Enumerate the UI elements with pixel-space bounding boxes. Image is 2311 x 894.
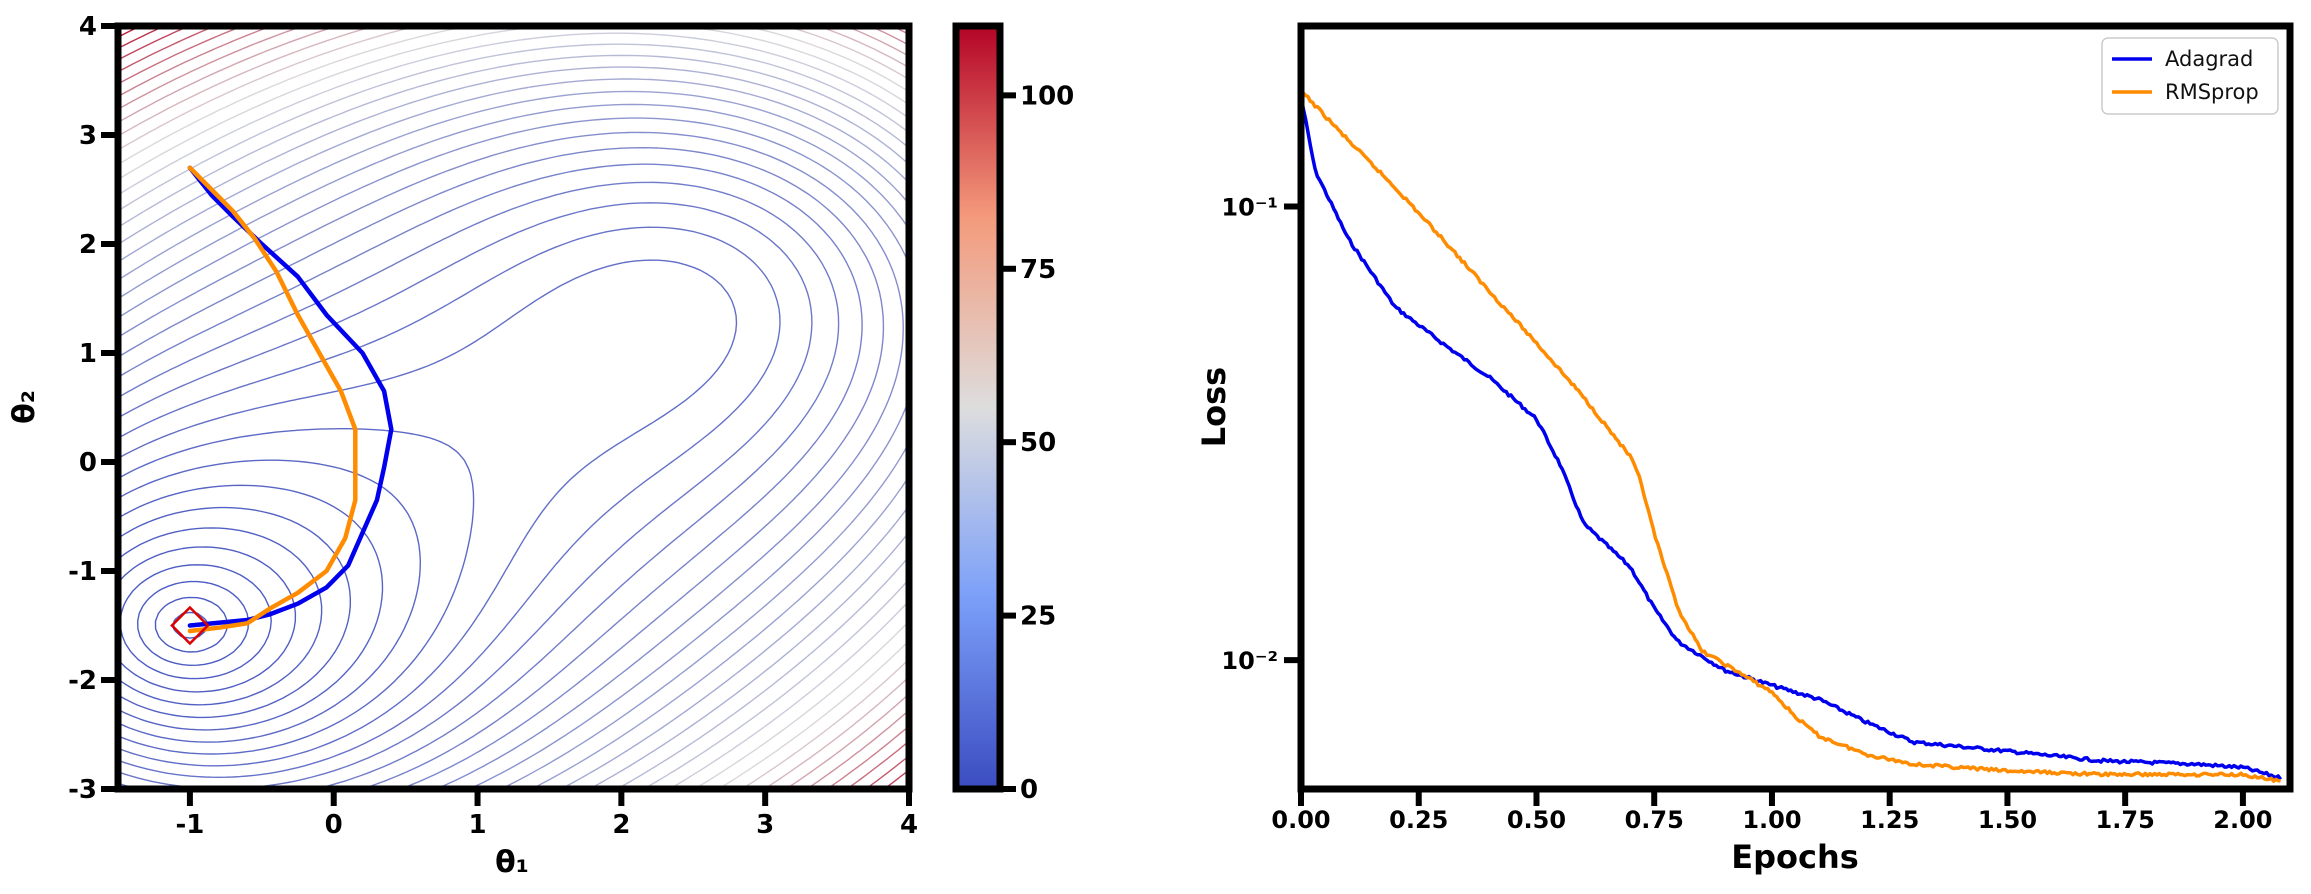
loss-axes-frame (1297, 22, 2294, 793)
trajectory-rmsprop (187, 165, 358, 634)
contour-level-line (118, 26, 909, 789)
y-tick-label: -1 (68, 557, 97, 587)
contour-level-line (118, 26, 909, 789)
contour-level-line (118, 259, 738, 767)
contour-level-line (118, 26, 909, 789)
y-tick-label: 10⁻¹ (1221, 194, 1278, 222)
loss-series (1301, 88, 2283, 783)
loss-line-rmsprop (1301, 88, 2281, 783)
legend-box (2101, 37, 2279, 115)
contour-level-line (118, 527, 323, 706)
contour-plot: -1 0 1 2 3 4 -3 -2 -1 0 1 2 3 4 θ₁ θ₂ (7, 12, 918, 880)
contour-level-line (118, 26, 909, 789)
contour-level-line (118, 26, 909, 789)
legend-label-rmsprop: RMSprop (2165, 80, 2259, 104)
colorbar-tick-label: 100 (1020, 81, 1074, 111)
x-tick-label: 0.75 (1625, 806, 1684, 834)
colorbar-tick-label: 0 (1020, 775, 1038, 805)
x-tick-label: 0.00 (1271, 806, 1330, 834)
x-tick-label: 1 (468, 810, 486, 840)
x-tick-label: 1.50 (1978, 806, 2037, 834)
x-tick-label: 0.50 (1507, 806, 1566, 834)
contour-level-line (118, 43, 909, 789)
colorbar-frame (952, 22, 1004, 793)
x-tick-label: 3 (756, 810, 774, 840)
loss-plot: 0.00 0.25 0.50 0.75 1.00 1.25 1.50 1.75 2.00 10⁻… (1195, 22, 2294, 876)
loss-y-ticks: 10⁻¹ 10⁻² (1221, 194, 1301, 675)
contour-level-line (118, 26, 909, 789)
colorbar: 0 25 50 75 100 (952, 22, 1074, 805)
contour-level-line (118, 428, 475, 755)
contour-level-line (118, 226, 781, 778)
end-point-marker (170, 605, 210, 646)
contour-y-axis-label: θ₂ (7, 390, 42, 424)
contour-level-line (118, 26, 909, 789)
contour-level-line (118, 459, 421, 743)
y-tick-label: -3 (68, 775, 97, 805)
legend: Adagrad RMSprop (2101, 37, 2279, 115)
loss-y-axis-label: Loss (1195, 367, 1233, 447)
contour-level-line (118, 26, 909, 789)
x-tick-label: 4 (900, 810, 918, 840)
y-tick-label: 3 (79, 121, 97, 151)
contour-levels (118, 26, 909, 789)
x-tick-label: 2 (612, 810, 630, 840)
contour-x-ticks: -1 0 1 2 3 4 (175, 789, 918, 840)
x-tick-label: 0 (325, 810, 343, 840)
colorbar-tick-label: 75 (1020, 255, 1056, 285)
contour-level-line (118, 26, 909, 789)
x-tick-label: -1 (175, 810, 204, 840)
y-tick-label: 2 (79, 230, 97, 260)
y-tick-label: 10⁻² (1221, 647, 1278, 675)
colorbar-tick-label: 50 (1020, 428, 1056, 458)
contour-level-line (118, 26, 909, 789)
y-tick-label: 4 (79, 12, 97, 42)
x-tick-label: 1.25 (1860, 806, 1919, 834)
x-tick-label: 2.00 (2213, 806, 2272, 834)
y-tick-label: 0 (79, 448, 97, 478)
contour-level-line (118, 32, 909, 789)
y-tick-label: -2 (68, 666, 97, 696)
contour-level-line (118, 181, 840, 789)
legend-label-adagrad: Adagrad (2165, 47, 2253, 71)
contour-level-line (118, 78, 909, 789)
contour-level-line (118, 26, 909, 789)
contour-level-line (118, 202, 813, 789)
contour-level-line (118, 147, 885, 789)
contour-axes-frame (114, 22, 913, 793)
colorbar-tick-label: 25 (1020, 602, 1056, 632)
contour-level-line (118, 103, 909, 789)
loss-line-adagrad (1301, 95, 2283, 781)
x-tick-label: 1.00 (1742, 806, 1801, 834)
x-tick-label: 1.75 (2096, 806, 2155, 834)
trajectory-adagrad (187, 165, 394, 628)
loss-x-ticks: 0.00 0.25 0.50 0.75 1.00 1.25 1.50 1.75 2.00 (1271, 789, 2273, 834)
loss-x-axis-label: Epochs (1731, 838, 1859, 876)
contour-level-line (118, 546, 297, 693)
colorbar-ticks: 0 25 50 75 100 (1000, 81, 1074, 805)
contour-x-axis-label: θ₁ (495, 845, 529, 880)
optimizer-trajectories (170, 165, 394, 646)
x-tick-label: 0.25 (1389, 806, 1448, 834)
contour-level-line (154, 596, 228, 653)
contour-level-line (118, 484, 384, 731)
colorbar-gradient (956, 26, 1000, 789)
contour-level-line (118, 66, 909, 789)
y-tick-label: 1 (79, 339, 97, 369)
contour-level-line (137, 580, 250, 666)
contour-y-ticks: -3 -2 -1 0 1 2 3 4 (68, 12, 118, 805)
